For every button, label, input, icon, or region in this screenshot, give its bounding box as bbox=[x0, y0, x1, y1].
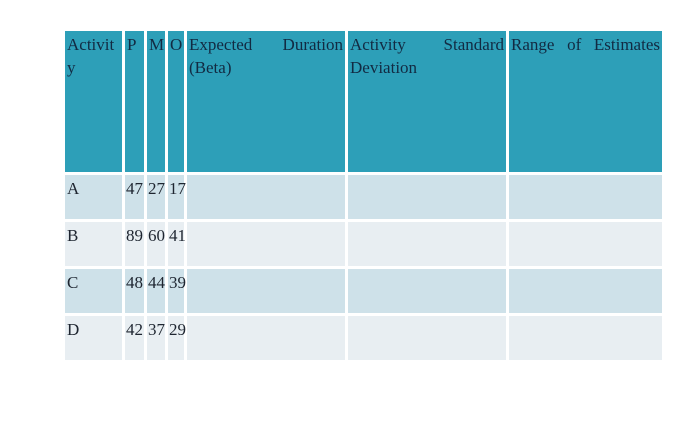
header-cell-activity: Activity bbox=[62, 28, 125, 175]
cell-range-of-estimates bbox=[506, 172, 665, 222]
table-row-c: C 48 44 39 bbox=[62, 266, 665, 316]
cell-activity: A bbox=[62, 172, 125, 222]
cell-activity: B bbox=[62, 219, 125, 269]
cell-expected-duration bbox=[184, 219, 348, 269]
cell-m: 44 bbox=[144, 266, 168, 316]
cell-o: 39 bbox=[165, 266, 187, 316]
header-cell-o: O bbox=[165, 28, 187, 175]
table-row-b: B 89 60 41 bbox=[62, 219, 665, 269]
table-row-a: A 47 27 17 bbox=[62, 172, 665, 222]
pert-estimates-table: Activity P M O Expected Duration (Beta) … bbox=[62, 28, 665, 363]
cell-o: 29 bbox=[165, 313, 187, 363]
header-cell-expected-duration: Expected Duration (Beta) bbox=[184, 28, 348, 175]
cell-standard-deviation bbox=[345, 266, 509, 316]
cell-p: 47 bbox=[122, 172, 147, 222]
cell-expected-duration bbox=[184, 172, 348, 222]
cell-expected-duration bbox=[184, 266, 348, 316]
cell-m: 27 bbox=[144, 172, 168, 222]
cell-o: 17 bbox=[165, 172, 187, 222]
header-cell-p: P bbox=[122, 28, 147, 175]
table-row-d: D 42 37 29 bbox=[62, 313, 665, 363]
header-cell-m: M bbox=[144, 28, 168, 175]
cell-activity: C bbox=[62, 266, 125, 316]
table-header-row: Activity P M O Expected Duration (Beta) … bbox=[62, 28, 665, 175]
header-cell-standard-deviation: Activity Standard Deviation bbox=[345, 28, 509, 175]
cell-standard-deviation bbox=[345, 219, 509, 269]
cell-range-of-estimates bbox=[506, 313, 665, 363]
header-cell-range-of-estimates: Range of Estimates bbox=[506, 28, 665, 175]
cell-range-of-estimates bbox=[506, 266, 665, 316]
cell-p: 42 bbox=[122, 313, 147, 363]
cell-o: 41 bbox=[165, 219, 187, 269]
cell-activity: D bbox=[62, 313, 125, 363]
cell-standard-deviation bbox=[345, 172, 509, 222]
cell-m: 37 bbox=[144, 313, 168, 363]
cell-p: 89 bbox=[122, 219, 147, 269]
cell-standard-deviation bbox=[345, 313, 509, 363]
cell-range-of-estimates bbox=[506, 219, 665, 269]
cell-p: 48 bbox=[122, 266, 147, 316]
cell-m: 60 bbox=[144, 219, 168, 269]
cell-expected-duration bbox=[184, 313, 348, 363]
